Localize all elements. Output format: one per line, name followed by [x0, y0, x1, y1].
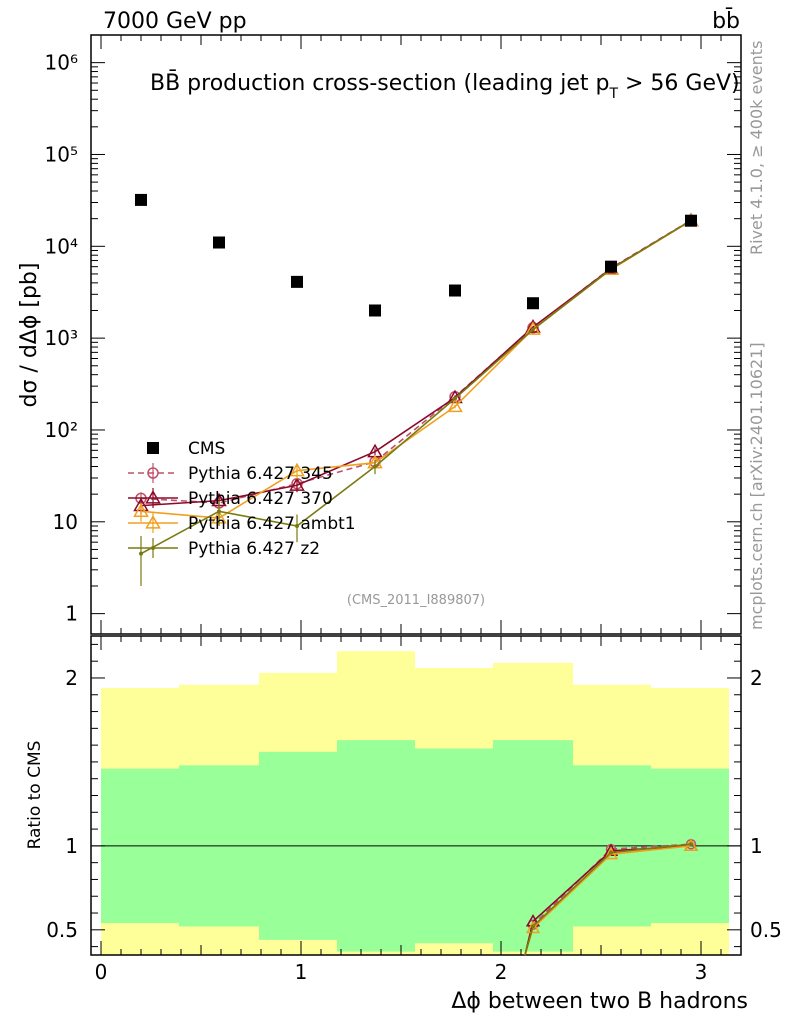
mc-marker — [447, 389, 463, 404]
data-point — [213, 236, 225, 249]
ratio-series-line-3 — [524, 843, 692, 956]
legend: CMS Pythia 6.427 345 Pythia 6.427 370 Pythi… — [128, 439, 356, 559]
x-tick-label: 0 — [95, 960, 108, 984]
data-point — [291, 275, 303, 288]
main-frame — [90, 34, 742, 635]
mc-marker — [453, 396, 457, 401]
data-point — [369, 304, 381, 317]
y-tick-label: 10² — [45, 418, 78, 442]
mc-marker — [139, 551, 143, 556]
mc-marker — [373, 464, 377, 469]
legend-label: Pythia 6.427 z2 — [188, 539, 320, 559]
x-tick-label: 3 — [695, 960, 708, 984]
mc-marker — [289, 462, 305, 477]
rivet-version: Rivet 4.1.0, ≥ 400k events — [747, 41, 766, 255]
ratio-marker — [531, 924, 535, 929]
mc-marker — [217, 509, 221, 514]
x-tick-label: 1 — [295, 960, 308, 984]
y-tick-label: 10⁶ — [45, 51, 78, 75]
ratio-plot-marks — [524, 838, 699, 956]
process-label: bb̄ — [712, 8, 740, 34]
ratio-tick-label-left: 0.5 — [46, 918, 78, 942]
mc-marker — [525, 321, 541, 335]
legend-label: CMS — [188, 439, 225, 459]
ratio-tick-label-right: 0.5 — [750, 918, 782, 942]
legend-marker — [147, 442, 159, 454]
analysis-reference: (CMS_2011_I889807) — [347, 593, 485, 608]
x-axis-label: Δϕ between two B hadrons — [451, 989, 748, 1014]
mc-marker — [133, 503, 149, 517]
legend-marker — [151, 546, 155, 550]
y-tick-label: 10⁴ — [45, 234, 78, 258]
mc-series-line-3 — [140, 219, 692, 555]
mc-marker — [447, 398, 463, 413]
plot-title: BB̄ production cross-section (leading je… — [150, 70, 740, 102]
mc-marker — [295, 523, 299, 528]
axes: 0 1 2 3 1 10 10² 10³ 10⁴ 10⁵ 10⁶ 0.5 0.5 1 1 2 2 — [45, 34, 782, 984]
ratio-bands — [101, 651, 729, 955]
ratio-tick-label-left: 2 — [65, 666, 78, 690]
legend-marker — [145, 514, 161, 529]
ratio-marker — [603, 846, 619, 860]
legend-label: Pythia 6.427 ambt1 — [188, 514, 356, 534]
legend-label: Pythia 6.427 370 — [188, 489, 333, 509]
legend-marker — [145, 489, 161, 504]
data-point — [135, 193, 147, 206]
data-point — [685, 214, 697, 227]
ratio-tick-label-right: 2 — [750, 666, 763, 690]
y-tick-label: 1 — [65, 602, 78, 626]
y-tick-label: 10⁵ — [45, 142, 78, 166]
legend-label: Pythia 6.427 345 — [188, 464, 333, 484]
x-tick-label: 2 — [495, 960, 508, 984]
ratio-marker — [525, 920, 541, 934]
energy-label: 7000 GeV pp — [103, 9, 247, 34]
legend-marker — [147, 467, 159, 479]
mc-marker — [531, 327, 535, 332]
y-tick-label: 10³ — [45, 326, 78, 350]
mcplots-credit: mcplots.cern.ch [arXiv:2401.10621] — [747, 342, 766, 630]
ratio-tick-label-left: 1 — [65, 834, 78, 858]
y-axis-label: dσ / dΔϕ [pb] — [17, 263, 42, 408]
ratio-marker — [609, 850, 613, 855]
data-point — [605, 260, 617, 273]
ratio-axis-label: Ratio to CMS — [25, 741, 45, 850]
data-point — [449, 284, 461, 297]
data-point — [527, 297, 539, 310]
ratio-tick-label-right: 1 — [750, 834, 763, 858]
mc-series-line-0 — [140, 219, 692, 504]
ratio-marker — [689, 842, 693, 847]
main-plot-marks — [133, 193, 699, 586]
y-tick-label: 10 — [53, 510, 78, 534]
mc-marker — [289, 477, 305, 491]
